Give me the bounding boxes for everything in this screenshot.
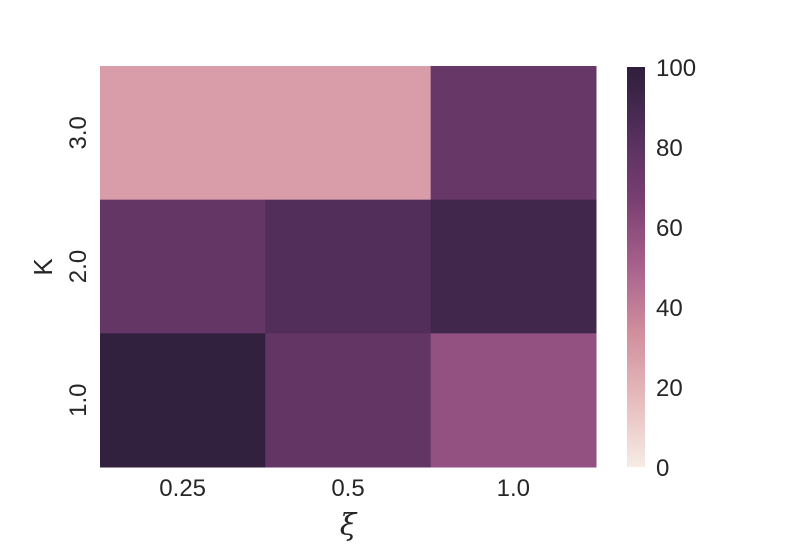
y-tick-labels: 3.0 2.0 1.0 xyxy=(65,116,92,417)
heatmap-cell xyxy=(100,66,266,201)
heatmap-cell xyxy=(430,66,597,201)
y-tick-label: 3.0 xyxy=(65,116,92,149)
colorbar-tick-label: 60 xyxy=(656,215,683,242)
y-axis-label: K xyxy=(28,258,58,276)
heatmap-cell xyxy=(265,333,432,468)
heatmap-cell xyxy=(100,333,266,468)
x-axis-label: ξ xyxy=(340,508,358,543)
y-tick-label: 2.0 xyxy=(65,250,92,283)
x-tick-label: 0.5 xyxy=(331,475,364,502)
colorbar-tick-label: 0 xyxy=(656,455,669,482)
colorbar-tick-label: 40 xyxy=(656,295,683,322)
heatmap-cell xyxy=(430,199,597,334)
heatmap-cell xyxy=(265,66,432,201)
colorbar-tick-label: 20 xyxy=(656,375,683,402)
x-tick-labels: 0.25 0.5 1.0 xyxy=(159,475,530,502)
heatmap-cell xyxy=(100,199,266,334)
heatmap-cell xyxy=(265,199,432,334)
colorbar-tick-labels: 0 20 40 60 80 100 xyxy=(656,55,696,482)
heatmap-cells xyxy=(100,66,597,468)
colorbar-tick-label: 100 xyxy=(656,55,696,82)
colorbar xyxy=(627,67,645,467)
x-tick-label: 1.0 xyxy=(497,475,530,502)
y-tick-label: 1.0 xyxy=(65,383,92,416)
x-tick-label: 0.25 xyxy=(159,475,206,502)
heatmap-cell xyxy=(430,333,597,468)
colorbar-tick-label: 80 xyxy=(656,135,683,162)
